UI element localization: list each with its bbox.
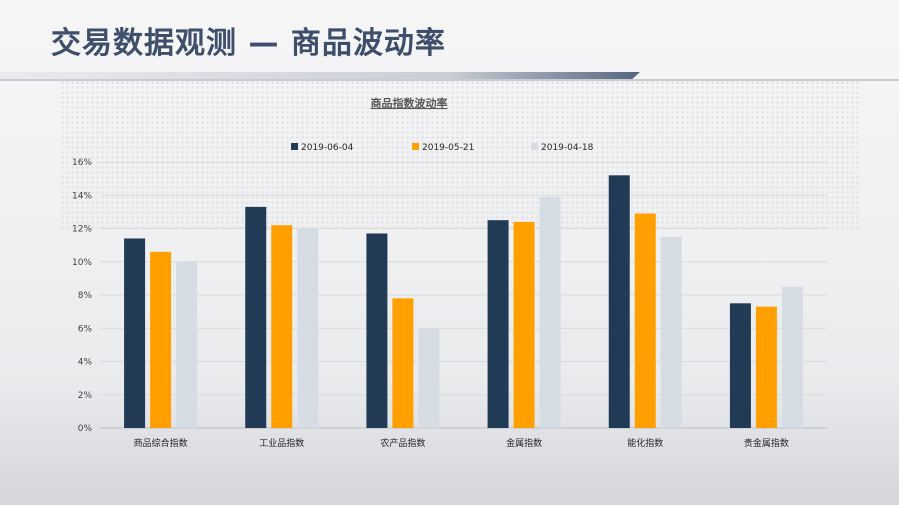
bar-2019-05-21-3 bbox=[513, 221, 535, 428]
title-divider bbox=[0, 79, 899, 81]
bar-2019-04-18-2 bbox=[418, 328, 440, 428]
y-tick-label: 8% bbox=[78, 291, 93, 301]
bar-2019-06-04-5 bbox=[729, 303, 751, 428]
bar-2019-05-21-2 bbox=[392, 298, 414, 428]
bar-2019-04-18-4 bbox=[660, 236, 682, 428]
x-category-label: 能化指数 bbox=[627, 437, 663, 449]
y-tick-label: 16% bbox=[72, 158, 92, 168]
y-tick-label: 12% bbox=[72, 225, 92, 235]
bar-2019-04-18-0 bbox=[176, 261, 198, 428]
legend-label: 2019-04-18 bbox=[541, 143, 594, 153]
bar-2019-06-04-2 bbox=[366, 233, 388, 428]
chart-legend: 2019-06-04 2019-05-21 2019-04-18 bbox=[291, 143, 594, 153]
legend-label: 2019-06-04 bbox=[301, 143, 354, 153]
bar-2019-04-18-3 bbox=[539, 196, 561, 428]
x-category-label: 商品综合指数 bbox=[134, 437, 188, 449]
chart-gridlines bbox=[100, 161, 827, 429]
bar-2019-06-04-1 bbox=[245, 206, 267, 428]
background-world-map bbox=[60, 80, 860, 230]
legend-swatch bbox=[291, 143, 298, 150]
chart-title: 商品指数波动率 bbox=[371, 96, 448, 110]
bar-2019-05-21-4 bbox=[634, 213, 656, 428]
bar-2019-06-04-4 bbox=[608, 175, 630, 428]
legend-label: 2019-05-21 bbox=[422, 143, 474, 153]
legend-swatch bbox=[412, 143, 419, 150]
x-axis: 商品综合指数 工业品指数 农产品指数 金属指数 能化指数 贵金属指数 bbox=[134, 437, 789, 449]
y-tick-label: 0% bbox=[78, 424, 93, 434]
bar-2019-05-21-0 bbox=[150, 251, 172, 428]
y-axis: 0% 2% 4% 6% 8% 10% 12% 14% 16% bbox=[72, 158, 92, 434]
bar-2019-05-21-1 bbox=[271, 225, 293, 428]
y-tick-label: 14% bbox=[72, 191, 92, 201]
bar-2019-04-18-1 bbox=[297, 228, 319, 428]
title-underline-band bbox=[0, 72, 640, 79]
bar-2019-06-04-0 bbox=[124, 238, 146, 428]
y-tick-label: 4% bbox=[78, 358, 93, 368]
bar-2019-04-18-5 bbox=[781, 286, 803, 428]
page-title: 交易数据观测 — 商品波动率 bbox=[51, 26, 446, 61]
x-category-label: 金属指数 bbox=[506, 437, 542, 449]
y-tick-label: 6% bbox=[78, 324, 93, 334]
chart-bars bbox=[124, 175, 803, 428]
legend-swatch bbox=[531, 143, 538, 150]
bar-2019-05-21-5 bbox=[755, 306, 777, 428]
bar-2019-06-04-3 bbox=[487, 220, 509, 428]
y-tick-label: 2% bbox=[78, 391, 93, 401]
y-tick-label: 10% bbox=[72, 258, 92, 268]
x-category-label: 农产品指数 bbox=[380, 437, 425, 449]
x-category-label: 工业品指数 bbox=[259, 437, 304, 449]
x-category-label: 贵金属指数 bbox=[744, 437, 789, 449]
